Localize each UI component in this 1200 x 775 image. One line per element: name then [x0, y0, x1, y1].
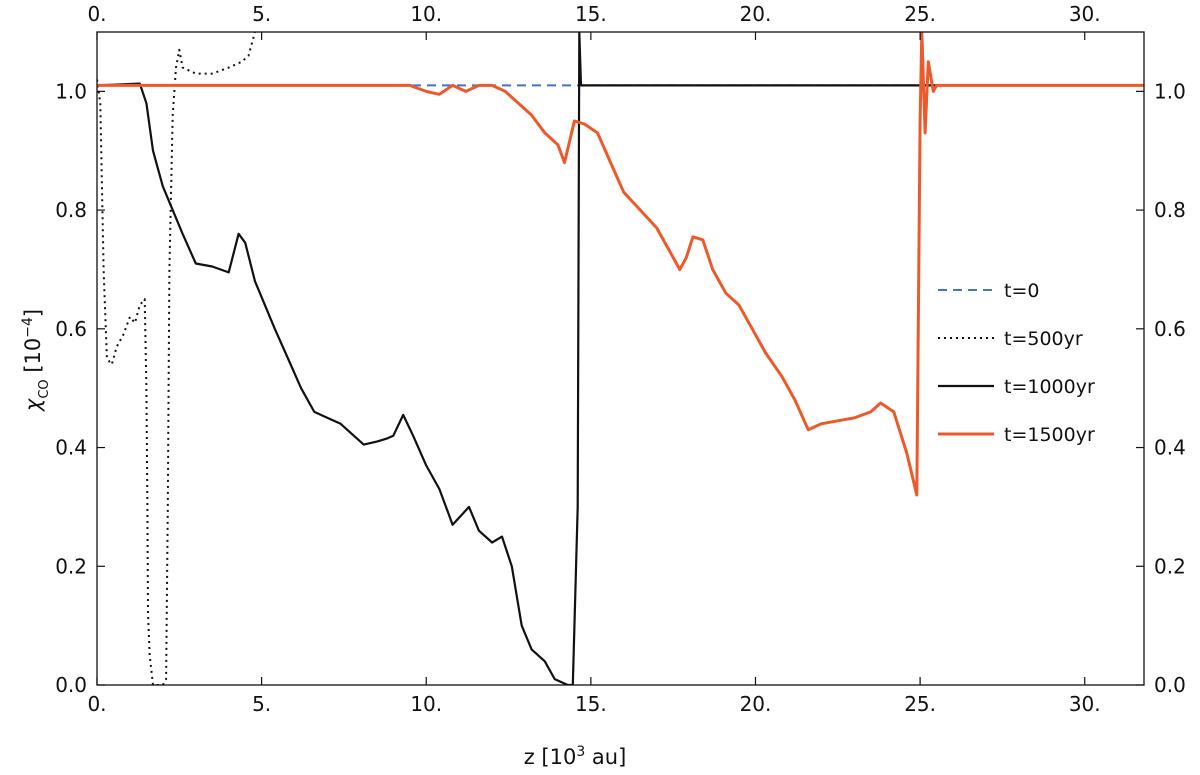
legend-label-t=500yr: t=500yr [1004, 328, 1083, 350]
x-axis-label-main: z [10 [524, 745, 577, 769]
x-tick-label-top: 15. [575, 2, 607, 26]
x-tick-label-bottom: 5. [252, 692, 271, 716]
x-tick-label-bottom: 25. [904, 692, 936, 716]
y-axis-label-sup: −4 [20, 317, 36, 338]
y-tick-label-right: 0.0 [1154, 673, 1186, 697]
y-axis-label-close: ] [21, 309, 45, 317]
x-tick-label-top: 30. [1069, 2, 1101, 26]
x-tick-label-top: 25. [904, 2, 936, 26]
x-axis-label: z [103 au] [524, 744, 627, 769]
y-tick-label-right: 0.2 [1154, 554, 1186, 578]
y-tick-label-right: 0.4 [1154, 436, 1186, 460]
x-tick-label-bottom: 10. [410, 692, 442, 716]
y-tick-label-right: 0.8 [1154, 198, 1186, 222]
legend-label-t=0: t=0 [1004, 280, 1039, 302]
x-tick-label-bottom: 0. [87, 692, 106, 716]
series-line-t=1000yr [97, 32, 1144, 685]
y-tick-label-right: 1.0 [1154, 79, 1186, 103]
x-tick-label-bottom: 30. [1069, 692, 1101, 716]
legend-label-t=1500yr: t=1500yr [1004, 424, 1095, 446]
y-tick-label-left: 0.4 [55, 436, 87, 460]
y-tick-label-left: 0.8 [55, 198, 87, 222]
series-layer [97, 32, 1144, 685]
x-tick-label-bottom: 20. [740, 692, 772, 716]
y-tick-label-left: 0.6 [55, 317, 87, 341]
x-axis-label-sup: 3 [576, 744, 585, 760]
x-tick-label-top: 20. [740, 2, 772, 26]
y-tick-label-left: 1.0 [55, 79, 87, 103]
x-tick-label-bottom: 15. [575, 692, 607, 716]
y-axis-label-sub: CO [37, 379, 52, 398]
y-tick-label-left: 0.0 [55, 673, 87, 697]
series-line-t=500yr [97, 32, 256, 685]
legend-label-t=1000yr: t=1000yr [1004, 376, 1095, 398]
legend: t=0 t=500yr t=1000yr t=1500yr [938, 280, 1095, 446]
ticks-layer: 0. 0. 5. 5. 10. 10. 15. 15. 20. 20. 25. 25. 30. 30. 0.… [55, 2, 1186, 716]
y-axis-label-main: χ [21, 397, 45, 412]
x-tick-label-top: 5. [252, 2, 271, 26]
y-tick-label-right: 0.6 [1154, 317, 1186, 341]
y-axis-label-unit: [10 [21, 338, 45, 380]
x-axis-label-unit: au] [585, 745, 626, 769]
series-line-t=1500yr [97, 32, 1144, 497]
y-axis-label: χCO [10−4] [20, 309, 52, 412]
x-tick-label-top: 10. [410, 2, 442, 26]
plot-frame [96, 31, 1145, 686]
x-tick-label-top: 0. [87, 2, 106, 26]
y-tick-label-left: 0.2 [55, 554, 87, 578]
